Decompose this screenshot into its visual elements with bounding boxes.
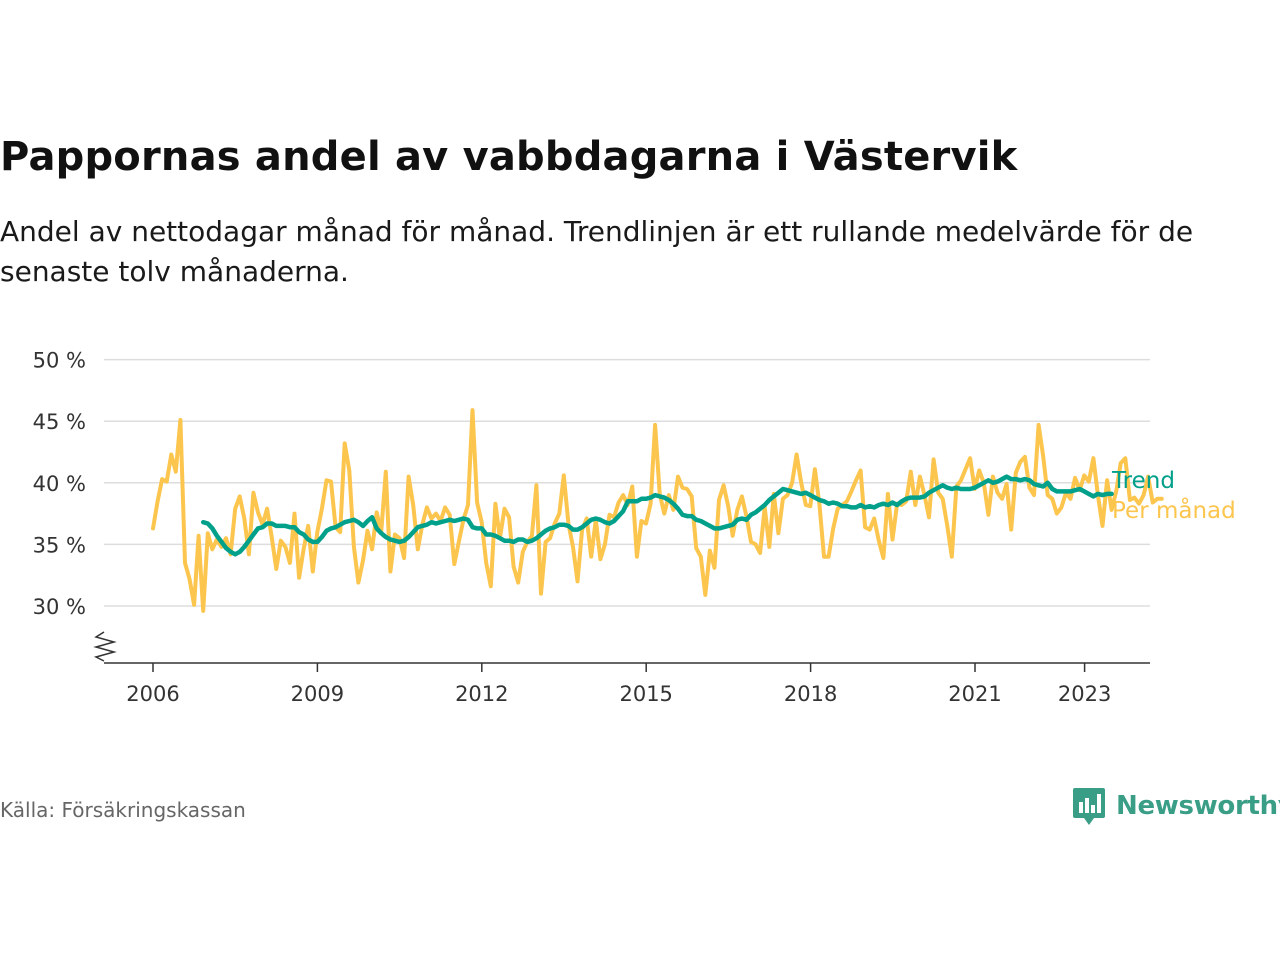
x-tick-label: 2018 xyxy=(784,682,837,706)
series-lines xyxy=(151,408,1164,613)
x-tick-label: 2023 xyxy=(1058,682,1111,706)
x-tick-label: 2021 xyxy=(948,682,1001,706)
chart-subtitle: Andel av nettodagar månad för månad. Tre… xyxy=(0,215,1194,288)
y-tick-label: 35 % xyxy=(33,533,86,557)
chart-title: Pappornas andel av vabbdagarna i Västerv… xyxy=(0,134,1018,180)
y-tick-label: 50 % xyxy=(33,349,86,373)
x-tick-label: 2012 xyxy=(455,682,508,706)
y-tick-labels: 30 % 35 % 40 % 45 % 50 % xyxy=(33,349,86,619)
series-line-monthly xyxy=(151,408,1164,613)
x-ticks: 2006 2009 2012 2015 2018 2021 2023 xyxy=(126,663,1111,706)
x-tick-label: 2006 xyxy=(126,682,179,706)
brand-logo: Newsworthy xyxy=(1072,786,1280,826)
y-tick-label: 30 % xyxy=(33,595,86,619)
y-tick-label: 45 % xyxy=(33,410,86,434)
line-chart: 30 % 35 % 40 % 45 % 50 % 2006 2009 2012 2015 201… xyxy=(33,349,1236,706)
x-tick-label: 2009 xyxy=(291,682,344,706)
axis-break-icon xyxy=(93,631,117,662)
legend-label-monthly: Per månad xyxy=(1112,496,1236,524)
legend-label-trend: Trend xyxy=(1111,468,1175,494)
brand-name: Newsworthy xyxy=(1116,791,1280,821)
newsworthy-logo-icon xyxy=(1073,788,1105,825)
y-tick-label: 40 % xyxy=(33,472,86,496)
source-note: Källa: Försäkringskassan xyxy=(0,798,246,822)
series-line-trend xyxy=(200,474,1114,557)
x-tick-label: 2015 xyxy=(619,682,672,706)
